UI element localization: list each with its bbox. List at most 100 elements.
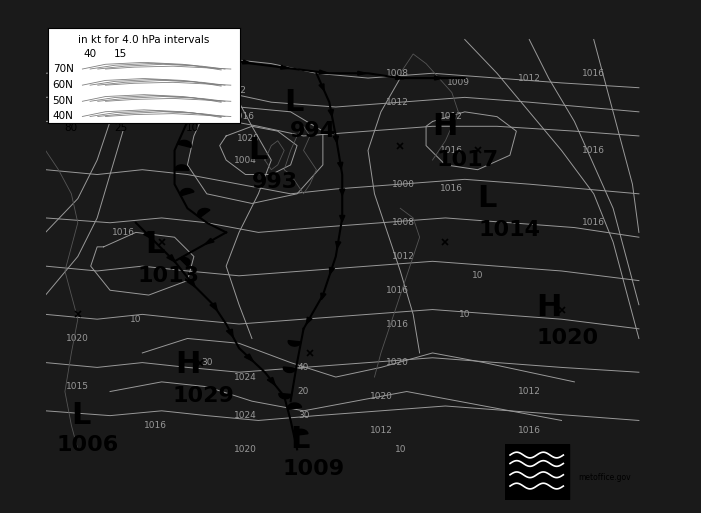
Text: 1024: 1024 bbox=[234, 411, 257, 420]
Polygon shape bbox=[328, 110, 334, 116]
Polygon shape bbox=[287, 403, 301, 409]
Text: L: L bbox=[146, 230, 165, 259]
Text: 1016: 1016 bbox=[583, 69, 605, 78]
Text: L: L bbox=[284, 88, 304, 116]
Text: 1016: 1016 bbox=[232, 112, 255, 121]
Polygon shape bbox=[319, 70, 327, 74]
Text: 10: 10 bbox=[459, 310, 470, 319]
Polygon shape bbox=[306, 318, 312, 324]
Polygon shape bbox=[226, 329, 233, 337]
Polygon shape bbox=[338, 162, 343, 169]
Polygon shape bbox=[175, 165, 189, 170]
Text: 1020: 1020 bbox=[537, 328, 599, 348]
Text: 10: 10 bbox=[472, 271, 484, 280]
Polygon shape bbox=[329, 267, 334, 274]
Polygon shape bbox=[167, 254, 175, 262]
Polygon shape bbox=[177, 141, 191, 147]
Text: 1012: 1012 bbox=[386, 97, 409, 107]
Text: 1008: 1008 bbox=[392, 218, 415, 227]
Text: 1016: 1016 bbox=[144, 421, 167, 430]
Polygon shape bbox=[339, 215, 345, 222]
Text: 10: 10 bbox=[130, 314, 142, 324]
Polygon shape bbox=[245, 354, 253, 361]
Text: 1024: 1024 bbox=[234, 372, 257, 382]
Text: 15: 15 bbox=[114, 49, 128, 59]
Text: 1008: 1008 bbox=[217, 62, 240, 70]
Text: 60N: 60N bbox=[53, 80, 74, 90]
Text: 1016: 1016 bbox=[111, 228, 135, 237]
Polygon shape bbox=[336, 242, 341, 248]
Text: 1016: 1016 bbox=[440, 185, 463, 193]
Text: 80: 80 bbox=[64, 123, 77, 133]
Text: 1008: 1008 bbox=[386, 69, 409, 78]
Text: H: H bbox=[433, 112, 458, 141]
Text: 1012: 1012 bbox=[518, 73, 540, 83]
Text: 1004: 1004 bbox=[234, 155, 257, 165]
Polygon shape bbox=[243, 60, 251, 64]
Text: 1015: 1015 bbox=[67, 382, 89, 391]
Polygon shape bbox=[319, 84, 324, 90]
Text: 1006: 1006 bbox=[56, 435, 118, 455]
Bar bbox=[505, 444, 569, 500]
Polygon shape bbox=[279, 393, 292, 399]
Text: 10: 10 bbox=[186, 123, 199, 133]
Text: 994: 994 bbox=[290, 121, 336, 141]
Text: H: H bbox=[175, 350, 200, 380]
Text: 1012: 1012 bbox=[440, 112, 463, 121]
Text: 1012: 1012 bbox=[392, 252, 415, 261]
Text: 1009: 1009 bbox=[447, 78, 470, 87]
Text: 1013: 1013 bbox=[137, 266, 199, 286]
Polygon shape bbox=[218, 68, 231, 75]
Polygon shape bbox=[294, 429, 308, 436]
Polygon shape bbox=[187, 280, 195, 287]
Text: 1020: 1020 bbox=[67, 334, 89, 343]
Text: 10: 10 bbox=[395, 445, 406, 454]
Text: 1016: 1016 bbox=[386, 320, 409, 328]
Polygon shape bbox=[358, 71, 366, 75]
Text: 1016: 1016 bbox=[583, 146, 605, 155]
Text: 40N: 40N bbox=[53, 111, 74, 122]
Text: 50N: 50N bbox=[53, 96, 74, 106]
Text: 1020: 1020 bbox=[369, 392, 393, 401]
Polygon shape bbox=[205, 239, 214, 244]
Text: 1029: 1029 bbox=[172, 386, 235, 406]
Polygon shape bbox=[435, 76, 443, 80]
Text: 1016: 1016 bbox=[518, 426, 540, 435]
Text: 1016: 1016 bbox=[440, 146, 463, 155]
Text: metoffice.gov: metoffice.gov bbox=[578, 473, 631, 482]
Polygon shape bbox=[267, 378, 275, 385]
Text: 70N: 70N bbox=[53, 64, 74, 74]
Text: 1012: 1012 bbox=[224, 86, 247, 94]
Text: 1012: 1012 bbox=[518, 387, 540, 396]
Text: L: L bbox=[72, 401, 90, 430]
Text: 20: 20 bbox=[298, 387, 309, 396]
Polygon shape bbox=[189, 116, 203, 123]
Polygon shape bbox=[333, 136, 339, 143]
Text: 30: 30 bbox=[201, 358, 212, 367]
Text: in kt for 4.0 hPa intervals: in kt for 4.0 hPa intervals bbox=[79, 34, 210, 45]
Polygon shape bbox=[280, 65, 290, 69]
Polygon shape bbox=[198, 208, 210, 218]
Text: 25: 25 bbox=[114, 123, 128, 133]
Text: 1020: 1020 bbox=[386, 358, 409, 367]
Polygon shape bbox=[395, 75, 404, 80]
Text: 1016: 1016 bbox=[386, 286, 409, 295]
Text: L: L bbox=[477, 184, 497, 213]
Text: 40: 40 bbox=[83, 49, 97, 59]
Text: 30: 30 bbox=[298, 411, 309, 420]
Text: 1012: 1012 bbox=[369, 426, 393, 435]
Polygon shape bbox=[339, 189, 345, 195]
Polygon shape bbox=[210, 303, 217, 311]
Text: 1009: 1009 bbox=[282, 459, 344, 479]
Text: 1020: 1020 bbox=[234, 445, 257, 454]
Polygon shape bbox=[180, 189, 194, 196]
Polygon shape bbox=[321, 293, 326, 300]
Text: 1017: 1017 bbox=[437, 150, 499, 170]
Polygon shape bbox=[179, 258, 190, 266]
Text: 1016: 1016 bbox=[583, 218, 605, 227]
Polygon shape bbox=[203, 91, 217, 98]
Text: 1000: 1000 bbox=[392, 180, 415, 189]
Polygon shape bbox=[288, 341, 301, 346]
Text: 1020: 1020 bbox=[237, 134, 260, 143]
Text: L: L bbox=[291, 425, 310, 454]
